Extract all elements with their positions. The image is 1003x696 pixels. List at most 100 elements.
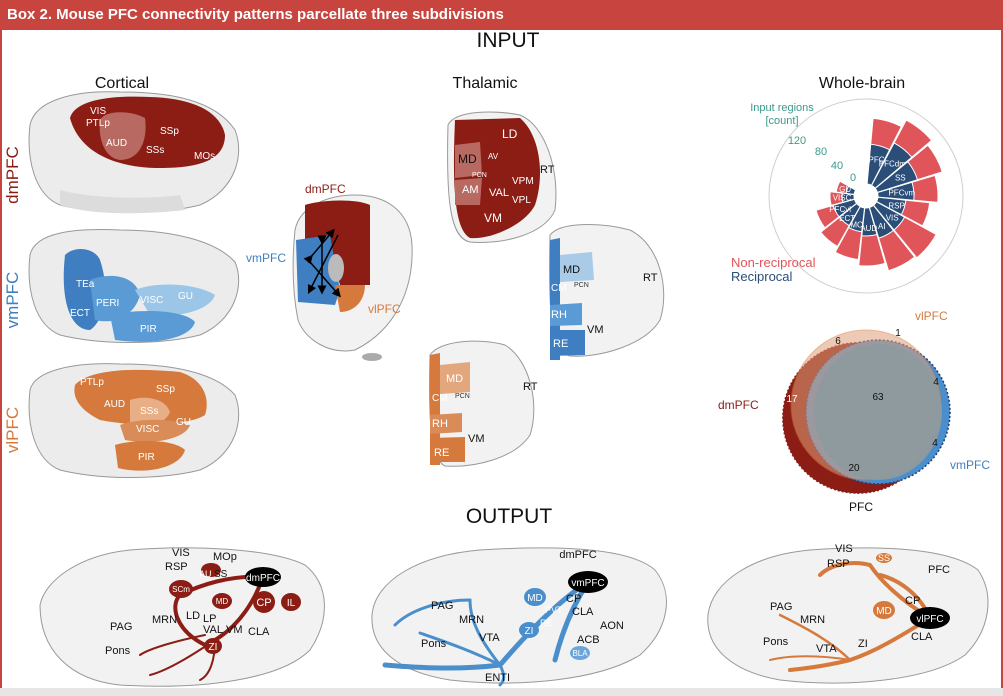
label-vl-ssp: SSp <box>156 384 175 395</box>
out-dm-cp: CP <box>256 597 271 609</box>
th-dm-vpm: VPM <box>512 176 534 187</box>
venn-label-vmpfc: vmPFC <box>950 458 990 472</box>
out-vl-rsp: RSP <box>827 558 850 570</box>
out-vm-md: MD <box>527 593 543 604</box>
label-aud: AUD <box>106 138 127 149</box>
label-ssp: SSp <box>160 126 179 137</box>
th-vm-pcn: PCN <box>574 282 589 289</box>
out-vm-aon: AON <box>600 620 624 632</box>
venn-label-dmpfc: dmPFC <box>718 398 759 412</box>
radial-sector-label: PFCvm <box>888 188 915 197</box>
out-vm-cp: CP <box>566 593 581 605</box>
out-vl-pfc: vlPFC <box>916 614 943 625</box>
th-dm-val: VAL <box>489 187 509 199</box>
out-dm-ld: LD <box>186 610 200 622</box>
th-vl-rh: RH <box>432 418 448 430</box>
th-vl-pcn: PCN <box>455 393 470 400</box>
label-vl-aud: AUD <box>104 399 125 410</box>
label-vl-sss: SSs <box>140 406 158 417</box>
coronal-label-vlpfc: vlPFC <box>368 302 401 316</box>
th-dm-rt: RT <box>540 164 555 176</box>
output-dmpfc-brain <box>39 547 325 687</box>
venn-count-vm-only: 4 <box>933 377 939 388</box>
cortical-title: Cortical <box>95 75 149 92</box>
th-vl-cm: CM <box>432 393 448 404</box>
th-dm-am: AM <box>462 184 479 196</box>
label-vl-ptlp: PTLp <box>80 377 104 388</box>
label-pir: PIR <box>140 324 157 335</box>
out-vl-cp: CP <box>905 595 920 607</box>
out-dm-mop: MOp <box>213 551 237 563</box>
out-vl-cla: CLA <box>911 631 933 643</box>
venn-label-vlpfc: vlPFC <box>915 309 948 323</box>
venn-count-dm-vm: 20 <box>848 463 860 474</box>
out-dm-pag: PAG <box>110 621 132 633</box>
out-vl-vis: VIS <box>835 543 853 555</box>
out-dm-lp: LP <box>203 613 216 625</box>
out-dm-mrn: MRN <box>152 614 177 626</box>
out-vm-zi: ZI <box>525 626 534 637</box>
radial-tick-40: 40 <box>831 160 843 172</box>
th-vl-vm: VM <box>468 433 485 445</box>
label-vis: VIS <box>90 106 106 117</box>
output-vmpfc-brain <box>371 547 667 687</box>
out-dm-zi: ZI <box>209 642 218 653</box>
coronal-dmpfc <box>305 200 370 285</box>
out-vl-md: MD <box>876 606 892 617</box>
out-dm-cla: CLA <box>248 626 270 638</box>
label-mos: MOs <box>194 151 215 162</box>
radial-sector-reciprocal <box>845 185 857 195</box>
out-dm-pons: Pons <box>105 645 131 657</box>
venn-count-dm-only: 17 <box>786 394 798 405</box>
label-vl-gu: GU <box>176 417 191 428</box>
label-gu: GU <box>178 291 193 302</box>
legend-reciprocal: Reciprocal <box>731 269 793 284</box>
out-dm-vm: VM <box>226 624 243 636</box>
out-dm-ss: SS <box>214 569 228 580</box>
radial-sector-label: GU <box>839 185 851 194</box>
label-sss: SSs <box>146 145 164 156</box>
th-vm-re: RE <box>553 338 568 350</box>
th-vm-rt: RT <box>643 272 658 284</box>
out-vl-pag: PAG <box>770 601 792 613</box>
radial-sector-label: PFC <box>869 155 885 164</box>
label-tea: TEa <box>76 279 95 290</box>
label-vl-visc: VISC <box>136 424 159 435</box>
out-dm-il: IL <box>287 598 296 609</box>
label-peri: PERI <box>96 298 119 309</box>
venn-count-vm-vl: 4 <box>932 438 938 449</box>
cortical-vlpfc-brain: PTLp AUD SSp SSs VISC GU PIR <box>28 363 240 478</box>
radial-sector-label: PFCdm <box>879 159 906 168</box>
out-vm-pons: Pons <box>421 638 447 650</box>
th-dm-ld: LD <box>502 127 518 141</box>
input-heading: INPUT <box>477 29 540 52</box>
th-vm-vm: VM <box>587 324 604 336</box>
venn-count-all: 63 <box>872 392 884 403</box>
th-dm-vpl: VPL <box>512 195 531 206</box>
footer-strip <box>0 688 1003 696</box>
label-visc: VISC <box>140 295 163 306</box>
radial-sector-label: AI <box>878 222 886 231</box>
th-dm-md: MD <box>458 152 477 166</box>
coronal-pfc-section <box>292 194 413 361</box>
out-vm-title: dmPFC <box>559 549 596 561</box>
venn-label-pfc: PFC <box>849 500 873 514</box>
out-vm-pvt: PVT <box>545 605 563 615</box>
label-vl-pir: PIR <box>138 452 155 463</box>
radial-sector-label: RSP <box>888 201 904 210</box>
out-vl-pfc-label: PFC <box>928 564 950 576</box>
label-ect: ECT <box>70 308 90 319</box>
thalamic-title: Thalamic <box>453 75 518 92</box>
thalamic-dmpfc-section: LD MD AV PCN RT AM VAL VPM VPL VM <box>447 111 557 243</box>
out-vl-mrn: MRN <box>800 614 825 626</box>
figure-banner: Box 2. Mouse PFC connectivity patterns p… <box>0 0 1003 30</box>
out-dm-md: MD <box>216 597 229 606</box>
out-vm-re: RE <box>540 618 553 628</box>
out-vm-cla: CLA <box>572 606 594 618</box>
th-vl-md: MD <box>446 373 463 385</box>
radial-tick-120: 120 <box>788 135 806 147</box>
radial-sector-label: ECT <box>839 214 855 223</box>
out-vm-vta: VTA <box>479 632 500 644</box>
radial-tick-0: 0 <box>850 172 856 184</box>
